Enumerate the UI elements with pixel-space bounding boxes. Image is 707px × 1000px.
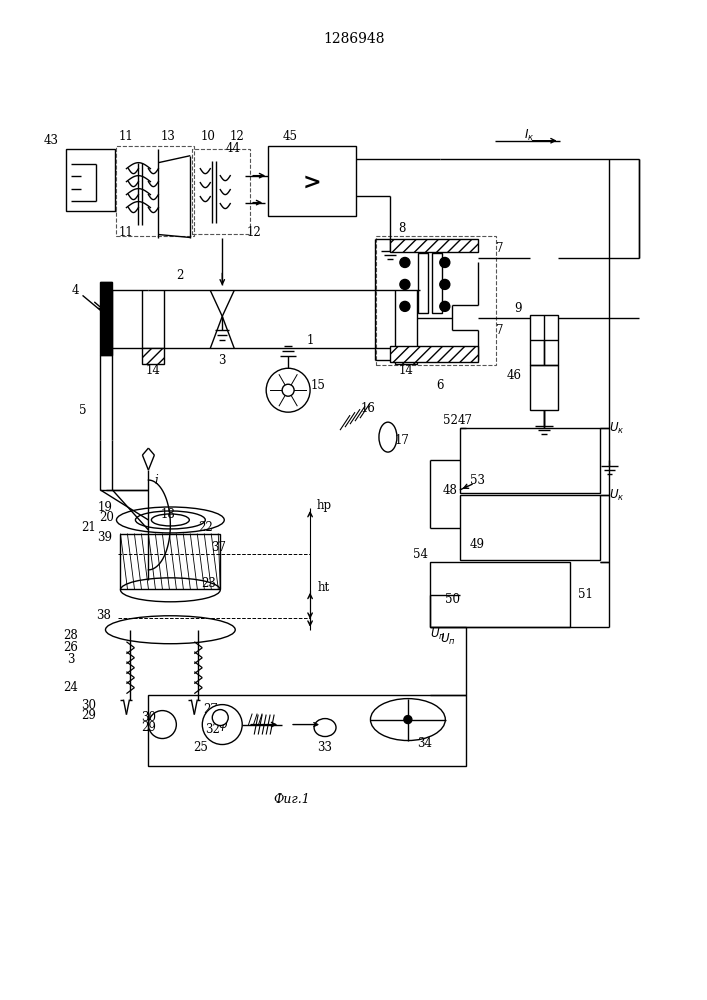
Text: 45: 45: [282, 130, 297, 143]
Text: 9: 9: [514, 302, 522, 315]
Bar: [120, 534, 221, 589]
Bar: [142, 348, 164, 364]
Bar: [390, 239, 478, 252]
Bar: [66, 149, 115, 211]
Circle shape: [400, 301, 410, 311]
Bar: [460, 428, 600, 493]
Bar: [418, 253, 428, 313]
Text: 27: 27: [203, 703, 218, 716]
Text: $U_п$: $U_п$: [430, 627, 445, 642]
Text: 26: 26: [63, 641, 78, 654]
Text: 23: 23: [201, 577, 216, 590]
Text: 19: 19: [98, 501, 113, 514]
Text: 33: 33: [317, 741, 332, 754]
Text: 52: 52: [443, 414, 458, 427]
Text: 22: 22: [198, 521, 213, 534]
Text: 18: 18: [161, 508, 176, 521]
Bar: [530, 315, 558, 365]
Text: 15: 15: [310, 379, 325, 392]
Text: $U_п$: $U_п$: [440, 632, 455, 647]
Text: 47: 47: [457, 414, 472, 427]
Circle shape: [148, 711, 176, 739]
Circle shape: [440, 257, 450, 267]
Polygon shape: [100, 282, 112, 355]
Text: 28: 28: [63, 629, 78, 642]
Bar: [395, 348, 417, 364]
Text: 6: 6: [436, 379, 443, 392]
Circle shape: [212, 710, 228, 726]
Bar: [390, 346, 478, 362]
Text: i: i: [155, 474, 158, 487]
Bar: [432, 253, 442, 313]
Text: 10: 10: [201, 130, 216, 143]
Text: 25: 25: [193, 741, 208, 754]
Text: 29: 29: [81, 709, 96, 722]
Text: 29: 29: [141, 721, 156, 734]
Text: 49: 49: [469, 538, 485, 551]
Bar: [192, 149, 250, 234]
Circle shape: [202, 705, 243, 745]
Text: 34: 34: [417, 737, 433, 750]
Text: hр: hр: [317, 499, 332, 512]
Text: 32: 32: [205, 723, 220, 736]
Text: 39: 39: [97, 531, 112, 544]
Text: 7: 7: [496, 324, 503, 337]
Text: 11: 11: [119, 130, 133, 143]
Bar: [376, 236, 496, 365]
Text: ht: ht: [318, 581, 330, 594]
Text: 2: 2: [177, 269, 184, 282]
Bar: [530, 365, 558, 410]
Text: 8: 8: [398, 222, 405, 235]
Text: 48: 48: [443, 484, 458, 497]
Text: 14: 14: [146, 364, 160, 377]
Text: Фиг.1: Фиг.1: [274, 793, 310, 806]
Text: 3: 3: [218, 354, 226, 367]
Text: φ: φ: [218, 718, 226, 731]
Circle shape: [404, 716, 412, 724]
Text: 30: 30: [81, 699, 96, 712]
Text: 3: 3: [66, 653, 74, 666]
Text: 7: 7: [496, 242, 503, 255]
Text: 54: 54: [413, 548, 428, 561]
Text: 17: 17: [395, 434, 409, 447]
Text: 51: 51: [578, 588, 592, 601]
Circle shape: [266, 368, 310, 412]
Text: 21: 21: [81, 521, 96, 534]
Text: 38: 38: [96, 609, 111, 622]
Text: 24: 24: [63, 681, 78, 694]
Text: 16: 16: [361, 402, 375, 415]
Bar: [268, 146, 356, 216]
Text: 30: 30: [141, 711, 156, 724]
Text: 12: 12: [230, 130, 244, 143]
Text: 43: 43: [44, 134, 59, 147]
Text: 20: 20: [99, 511, 114, 524]
Text: 1: 1: [306, 334, 314, 347]
Text: 50: 50: [445, 593, 460, 606]
Bar: [430, 562, 570, 627]
Bar: [148, 695, 466, 766]
Circle shape: [440, 301, 450, 311]
Circle shape: [400, 257, 410, 267]
Text: 46: 46: [507, 369, 522, 382]
Text: >: >: [303, 172, 322, 194]
Text: 37: 37: [211, 541, 226, 554]
Text: 13: 13: [161, 130, 176, 143]
Text: 11: 11: [119, 226, 133, 239]
Circle shape: [400, 279, 410, 289]
Circle shape: [282, 384, 294, 396]
Bar: [117, 146, 194, 236]
Circle shape: [440, 279, 450, 289]
Text: 53: 53: [469, 474, 485, 487]
Bar: [460, 495, 600, 560]
Text: 1286948: 1286948: [323, 32, 385, 46]
Text: 4: 4: [72, 284, 79, 297]
Text: 44: 44: [226, 142, 241, 155]
Text: $U_к$: $U_к$: [609, 487, 625, 503]
Text: $U_к$: $U_к$: [609, 421, 625, 436]
Text: 12: 12: [246, 226, 261, 239]
Text: 14: 14: [399, 364, 414, 377]
Text: $I_к$: $I_к$: [525, 128, 535, 143]
Text: 5: 5: [78, 404, 86, 417]
